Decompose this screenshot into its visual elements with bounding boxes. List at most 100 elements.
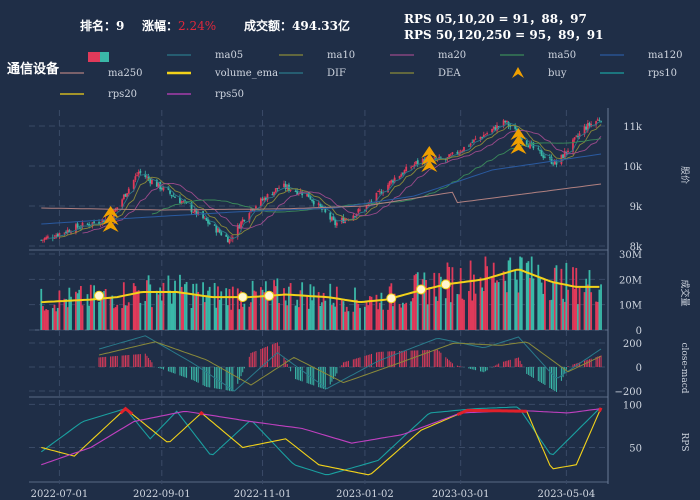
volume-bar <box>586 284 589 330</box>
volume-bar <box>585 278 588 330</box>
legend-item-ma05: ma05 <box>167 50 243 61</box>
volume-bar <box>225 288 228 330</box>
price-tick-label: 11k <box>623 122 643 133</box>
macd-tick-label: −200 <box>615 387 642 398</box>
volume-bar <box>474 293 477 330</box>
candle-body <box>192 212 195 214</box>
candle <box>330 216 333 222</box>
volume-tick-label: 0 <box>636 326 642 337</box>
volume-bar <box>63 298 66 330</box>
volume-axis-label: 成交量 <box>679 279 691 306</box>
candle-body <box>388 181 391 186</box>
volume-bar <box>79 286 82 330</box>
candle-body <box>225 234 228 237</box>
candle <box>309 195 312 200</box>
volume-tick-label: 30M <box>619 250 642 261</box>
candle <box>585 124 588 131</box>
buy-signal-icon <box>102 206 119 232</box>
candle <box>40 239 43 241</box>
volume-bar <box>42 306 44 330</box>
candle-body <box>502 120 505 126</box>
ma120-line <box>41 153 602 225</box>
candle-body <box>306 192 309 197</box>
volume-bar <box>392 306 394 330</box>
volume-bar <box>167 275 170 330</box>
candle <box>213 223 216 226</box>
candle-body <box>548 156 551 158</box>
volume-bar <box>195 283 198 330</box>
candle <box>122 193 125 201</box>
candle-body <box>479 136 482 140</box>
candle-body <box>332 216 335 220</box>
candle-body <box>259 198 262 206</box>
candle <box>553 158 556 165</box>
volume-bar <box>565 262 568 330</box>
buy-arrow <box>421 146 438 158</box>
candle-body <box>540 150 543 157</box>
candle-body <box>121 199 124 207</box>
volume-bar <box>157 294 160 330</box>
volume-bar <box>144 301 147 330</box>
candle-body <box>86 223 89 225</box>
candle-body <box>202 211 204 219</box>
candle-body <box>415 161 418 164</box>
volume-bar <box>497 282 500 330</box>
volume-bar <box>147 275 150 330</box>
candle-body <box>253 208 256 211</box>
volume-bar <box>137 290 140 330</box>
candle-body <box>527 145 530 148</box>
candle-body <box>456 152 459 154</box>
volume-bar <box>519 256 522 330</box>
candle <box>410 165 413 170</box>
candle <box>283 180 285 188</box>
volume-bar <box>231 286 234 330</box>
candle-body <box>205 217 208 221</box>
volume-bar <box>413 275 416 330</box>
candle-body <box>405 166 408 172</box>
volume-bar <box>334 306 337 330</box>
candle-body <box>492 126 495 129</box>
candle-body <box>180 201 183 204</box>
candle-body <box>274 188 277 193</box>
candle <box>65 230 67 234</box>
candle <box>492 126 495 131</box>
volume-bar <box>425 280 427 330</box>
candle-body <box>598 120 601 121</box>
volume-bar <box>370 296 373 330</box>
candle <box>364 209 366 211</box>
buy-arrow <box>510 135 527 147</box>
candle-body <box>496 125 498 131</box>
candle <box>55 233 58 239</box>
volume-bar <box>539 278 541 330</box>
candle-body <box>393 177 396 183</box>
volume-bar <box>378 302 381 330</box>
volume-bar <box>111 295 114 330</box>
candle-body <box>565 151 568 153</box>
volume-bar <box>365 302 368 330</box>
volume-bar <box>289 283 292 330</box>
candle <box>494 124 497 131</box>
candle-body <box>359 209 361 211</box>
candle-body <box>284 183 287 189</box>
candle <box>529 140 531 150</box>
volume-bar <box>400 307 403 330</box>
candle-body <box>486 133 489 135</box>
date-tick-label: 2022-09-01 <box>133 489 191 500</box>
candle <box>137 169 140 178</box>
candle-body <box>301 192 304 196</box>
candle <box>261 196 264 201</box>
candle <box>86 222 89 226</box>
candle <box>525 139 528 147</box>
candle-body <box>459 151 462 153</box>
candle <box>527 143 530 148</box>
candle <box>403 169 406 174</box>
candle <box>413 161 416 169</box>
volume-bar <box>193 295 196 330</box>
volume-bar <box>241 306 244 330</box>
volume-bar <box>45 309 48 330</box>
candle <box>311 199 313 203</box>
candle-body <box>68 230 71 233</box>
candle <box>507 121 510 129</box>
candle <box>562 154 564 159</box>
